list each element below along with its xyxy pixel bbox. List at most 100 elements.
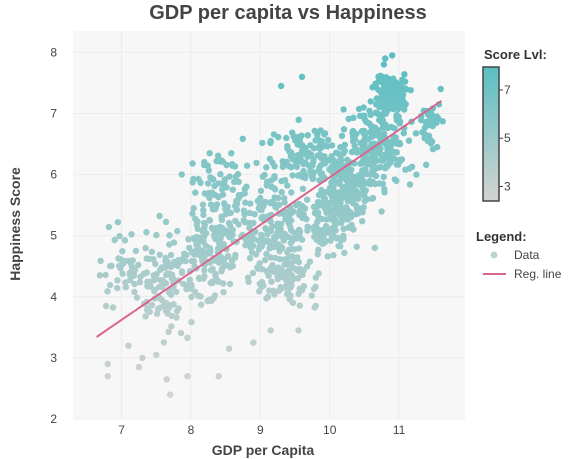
data-point xyxy=(249,220,256,227)
data-point xyxy=(106,281,114,289)
data-point xyxy=(378,208,385,215)
data-point xyxy=(108,262,115,269)
data-point xyxy=(316,238,323,245)
data-point xyxy=(268,177,275,184)
data-point xyxy=(114,284,121,292)
colorbar-tick-label: 7 xyxy=(504,83,511,97)
data-point xyxy=(243,183,250,190)
data-point xyxy=(219,225,226,232)
data-point xyxy=(334,234,341,241)
data-point xyxy=(179,255,187,262)
data-point xyxy=(260,239,267,247)
data-point xyxy=(314,251,321,258)
data-point xyxy=(159,283,166,291)
data-point xyxy=(257,194,264,202)
data-point xyxy=(271,163,278,170)
data-point xyxy=(357,176,365,183)
data-point xyxy=(104,360,111,368)
data-point xyxy=(194,225,201,232)
data-point xyxy=(350,181,357,188)
colorbar-tick-label: 5 xyxy=(504,131,511,145)
data-point xyxy=(166,232,173,239)
data-point xyxy=(369,132,377,139)
data-point xyxy=(324,188,331,195)
data-point xyxy=(268,278,275,285)
data-point xyxy=(267,137,274,145)
data-point xyxy=(286,148,293,155)
data-point xyxy=(361,140,368,147)
data-point xyxy=(267,254,274,261)
data-point xyxy=(161,264,168,272)
data-point xyxy=(435,115,442,122)
data-point xyxy=(246,209,253,217)
data-point xyxy=(324,253,331,260)
data-point xyxy=(209,225,217,233)
data-point xyxy=(401,71,408,78)
data-point xyxy=(286,163,293,170)
data-point xyxy=(174,227,181,235)
data-point xyxy=(153,351,160,358)
data-point xyxy=(114,277,121,284)
data-point xyxy=(284,143,291,150)
data-point xyxy=(142,244,149,252)
data-point xyxy=(380,61,388,68)
data-point xyxy=(143,306,151,313)
data-point xyxy=(206,194,213,201)
data-point xyxy=(434,143,441,151)
data-point xyxy=(308,292,315,299)
data-point xyxy=(212,205,219,213)
data-point xyxy=(261,171,268,179)
data-points xyxy=(96,52,446,398)
data-point xyxy=(322,159,329,166)
data-point xyxy=(276,256,283,263)
data-point xyxy=(232,173,240,180)
data-point xyxy=(211,182,218,190)
data-point xyxy=(224,228,231,235)
data-point xyxy=(105,223,113,231)
data-point xyxy=(190,205,197,212)
data-point xyxy=(200,211,207,219)
data-point xyxy=(192,247,199,254)
data-point xyxy=(376,133,383,140)
data-point xyxy=(109,304,117,311)
data-point xyxy=(251,211,258,218)
y-axis-title: Happiness Score xyxy=(7,167,23,281)
data-point xyxy=(166,391,174,398)
data-point xyxy=(370,149,378,156)
data-point xyxy=(275,133,282,141)
y-tick-label: 3 xyxy=(50,351,57,365)
y-tick-label: 8 xyxy=(50,45,57,59)
data-point xyxy=(215,229,222,237)
data-point xyxy=(249,269,257,277)
data-point xyxy=(428,111,435,118)
data-point xyxy=(143,228,150,236)
data-point xyxy=(201,267,208,274)
data-point xyxy=(241,190,248,197)
data-point xyxy=(391,125,398,132)
data-point xyxy=(294,172,302,179)
data-point xyxy=(348,221,355,229)
data-point xyxy=(359,185,367,192)
data-point xyxy=(326,166,333,173)
y-tick-label: 5 xyxy=(50,229,57,243)
data-point xyxy=(376,164,383,171)
y-tick-label: 6 xyxy=(50,168,57,182)
data-point xyxy=(413,171,420,178)
data-point xyxy=(412,130,420,137)
data-point xyxy=(119,248,126,255)
data-point xyxy=(219,186,226,193)
data-point xyxy=(373,157,380,165)
data-point xyxy=(385,75,392,83)
data-point xyxy=(380,156,388,163)
data-point xyxy=(367,171,374,178)
data-point xyxy=(315,270,322,277)
data-point xyxy=(210,176,217,183)
data-point xyxy=(220,256,227,263)
data-point xyxy=(219,191,227,198)
data-point xyxy=(367,111,374,119)
data-point xyxy=(165,328,172,335)
data-point xyxy=(281,199,288,206)
chart-title: GDP per capita vs Happiness xyxy=(149,2,427,24)
data-point xyxy=(192,189,199,196)
data-point xyxy=(314,199,322,206)
